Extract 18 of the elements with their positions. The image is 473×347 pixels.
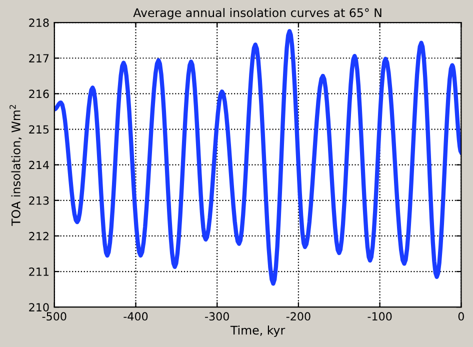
x-tick-label: 0 [458, 312, 464, 321]
y-tick-label: 212 [29, 232, 48, 240]
y-tick-label: 210 [29, 303, 49, 312]
y-tick-label: 211 [29, 268, 49, 276]
x-axis-title: Time, kyr [230, 325, 286, 337]
y-tick-label: 215 [29, 125, 49, 134]
x-tick-label: -500 [42, 312, 66, 321]
chart-title: Average annual insolation curves at 65° N [133, 8, 382, 20]
x-tick-label: -400 [124, 312, 148, 321]
y-tick-label: 217 [29, 54, 49, 62]
y-tick-label: 216 [29, 90, 49, 98]
x-tick-label: -300 [205, 312, 229, 321]
x-tick-label: -100 [368, 312, 392, 321]
y-tick-label: 218 [29, 18, 49, 27]
y-axis-title: TOA insolation, Wm$^{2}$ [10, 105, 22, 226]
y-tick-label: 214 [29, 160, 49, 170]
y-tick-label: 213 [29, 196, 49, 205]
x-tick-label: -200 [286, 312, 310, 321]
